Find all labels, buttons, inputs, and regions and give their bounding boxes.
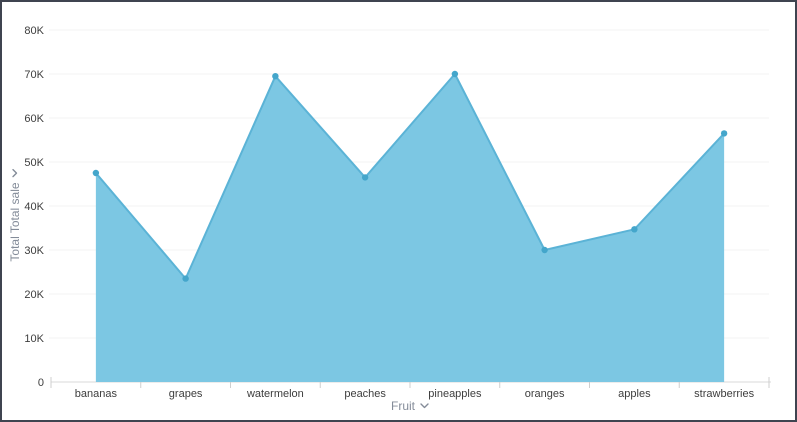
x-tick-label: pineapples (428, 388, 482, 400)
x-tick-label: apples (618, 388, 651, 400)
x-tick-label: grapes (169, 388, 203, 400)
x-tick-label: strawberries (694, 388, 754, 400)
data-point-marker[interactable] (720, 130, 728, 137)
x-tick-label: oranges (525, 388, 565, 400)
y-tick-label: 60K (24, 113, 44, 125)
x-axis-title-label: Fruit (391, 399, 415, 413)
data-point-marker[interactable] (182, 275, 189, 282)
y-axis-title-label: Total Total sale (8, 182, 22, 262)
y-tick-label: 20K (24, 289, 44, 301)
data-point-marker[interactable] (92, 169, 100, 177)
y-tick-label: 0 (38, 377, 44, 389)
area-series-fill (95, 74, 725, 382)
y-tick-label: 70K (24, 69, 44, 81)
x-tick-label: peaches (344, 388, 386, 400)
chevron-down-icon (420, 403, 429, 409)
data-point-marker[interactable] (451, 70, 459, 78)
data-point-marker[interactable] (272, 73, 279, 80)
y-tick-label: 10K (24, 333, 44, 345)
chevron-down-icon (12, 168, 18, 178)
y-tick-label: 40K (24, 201, 44, 213)
data-point-marker[interactable] (631, 226, 638, 233)
x-tick-label: watermelon (246, 388, 304, 400)
x-tick-label: bananas (75, 388, 118, 400)
x-axis-title[interactable]: Fruit (391, 399, 429, 413)
y-tick-label: 80K (24, 25, 44, 37)
data-point-marker[interactable] (541, 246, 548, 254)
y-axis-title[interactable]: Total Total sale (8, 168, 22, 262)
data-point-marker[interactable] (361, 174, 369, 181)
y-tick-label: 50K (24, 157, 44, 169)
y-tick-label: 30K (24, 245, 44, 257)
area-series-line (95, 73, 725, 280)
